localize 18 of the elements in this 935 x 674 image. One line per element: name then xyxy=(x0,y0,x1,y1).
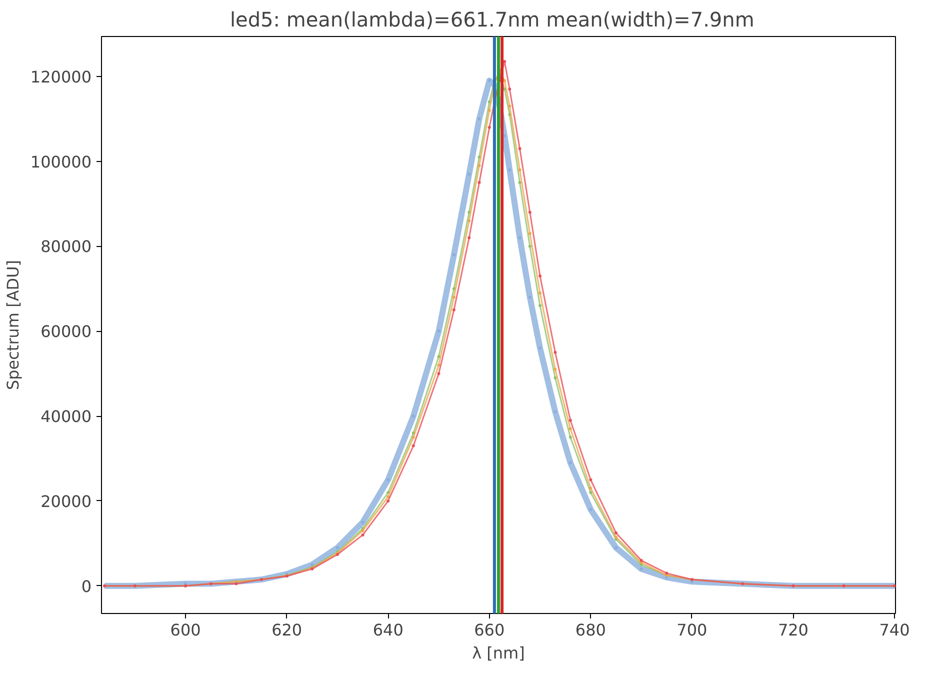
x-tick-label: 660 xyxy=(474,620,505,640)
x-axis-title: λ [nm] xyxy=(472,644,525,662)
y-tick-label: 20000 xyxy=(40,492,92,511)
y-tick-label: 100000 xyxy=(30,152,92,172)
y-tick-label: 60000 xyxy=(40,322,92,342)
x-tick-label: 720 xyxy=(778,620,808,640)
x-tick-label: 620 xyxy=(272,620,302,640)
x-tick-label: 700 xyxy=(676,620,708,640)
y-tick-label: 80000 xyxy=(40,237,92,256)
x-tick-label: 600 xyxy=(170,620,201,640)
x-tick-label: 640 xyxy=(372,620,404,640)
chart-title: led5: mean(lambda)=661.7nm mean(width)=7.9nm xyxy=(230,8,754,32)
x-tick-label: 680 xyxy=(575,620,606,640)
x-tick-label: 740 xyxy=(879,620,910,640)
y-axis-title: Spectrum [ADU] xyxy=(3,260,22,390)
y-tick-label: 40000 xyxy=(40,407,92,426)
y-tick-label: 120000 xyxy=(30,67,92,86)
y-tick-label: 0 xyxy=(81,576,92,596)
